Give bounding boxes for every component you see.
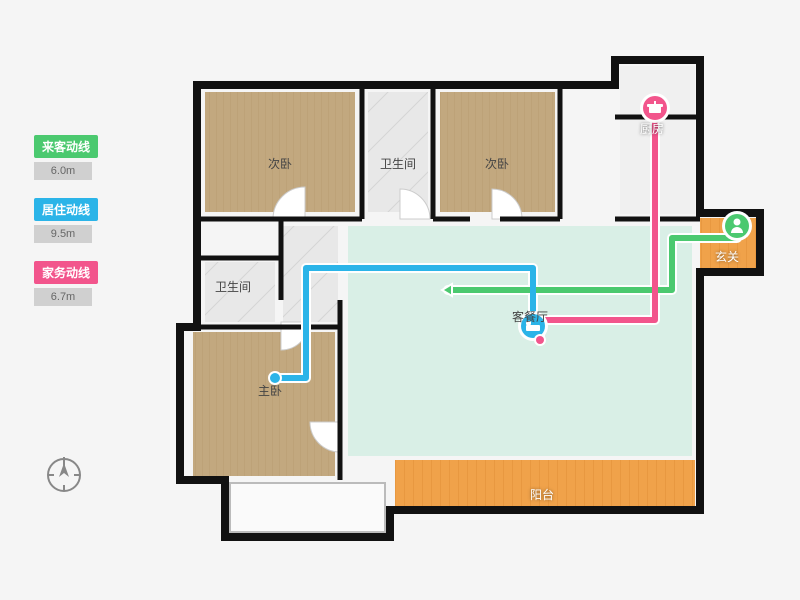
room-label-master: 主卧 <box>258 382 282 399</box>
compass-icon <box>44 455 84 500</box>
legend-distance-house: 6.7m <box>34 288 92 306</box>
legend-item-guest: 来客动线 6.0m <box>34 135 98 180</box>
legend-item-house: 家务动线 6.7m <box>34 261 98 306</box>
legend-title-house: 家务动线 <box>34 261 98 284</box>
room-label-bath1: 卫生间 <box>380 155 416 172</box>
room-label-bedroom2b: 次卧 <box>485 155 509 172</box>
floorplan-svg <box>0 0 800 600</box>
room-label-entry: 玄关 <box>715 248 739 265</box>
legend-distance-living: 9.5m <box>34 225 92 243</box>
room-label-bedroom2a: 次卧 <box>268 155 292 172</box>
room-label-kitchen: 厨房 <box>640 120 664 137</box>
room-label-balcony: 阳台 <box>530 486 554 503</box>
room-label-living: 客餐厅 <box>512 308 548 325</box>
legend-title-living: 居住动线 <box>34 198 98 221</box>
legend-title-guest: 来客动线 <box>34 135 98 158</box>
legend: 来客动线 6.0m 居住动线 9.5m 家务动线 6.7m <box>34 135 98 324</box>
legend-item-living: 居住动线 9.5m <box>34 198 98 243</box>
room-label-bath2: 卫生间 <box>215 278 251 295</box>
legend-distance-guest: 6.0m <box>34 162 92 180</box>
